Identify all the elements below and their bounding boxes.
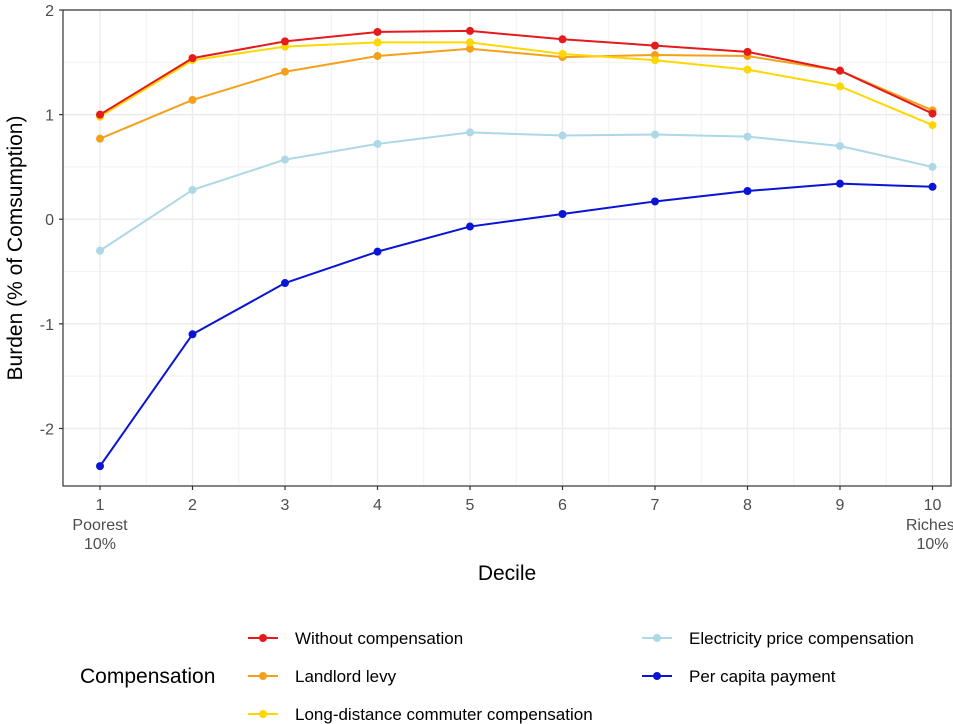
data-point (373, 52, 382, 61)
data-point (743, 186, 752, 195)
x-tick-label: 7 (651, 497, 660, 514)
legend-key-point (259, 672, 267, 680)
data-point (743, 65, 752, 74)
legend-key-point (259, 634, 267, 642)
legend-item: Without compensation (248, 629, 463, 648)
data-point (558, 35, 567, 44)
data-point (281, 37, 289, 46)
series-line (99, 47, 933, 140)
data-point (928, 109, 937, 118)
data-point (466, 128, 474, 137)
data-point (96, 134, 104, 143)
data-point (466, 26, 474, 35)
data-point (373, 38, 382, 47)
data-point (466, 44, 474, 53)
legend-label: Landlord levy (295, 667, 397, 686)
legend-label: Without compensation (295, 629, 463, 648)
x-tick-label: 2 (188, 497, 197, 514)
data-point (651, 130, 659, 139)
legend-title: Compensation (80, 665, 215, 688)
legend-item: Long-distance commuter compensation (248, 705, 593, 724)
x-tick-label: 1 (96, 497, 105, 514)
x-tick-label: 4 (373, 497, 382, 514)
data-point (928, 121, 937, 130)
y-axis-title: Burden (% of Comsumption) (4, 116, 27, 381)
y-tick-label: 2 (45, 3, 54, 20)
y-tick-label: -2 (40, 421, 54, 438)
legend-key-point (653, 634, 661, 642)
panel-border (62, 9, 952, 487)
data-point (188, 95, 197, 104)
legend-label: Long-distance commuter compensation (295, 705, 593, 724)
data-point (928, 182, 937, 191)
data-point (96, 462, 104, 471)
data-point (188, 330, 197, 339)
x-sub-label: Poorest (72, 517, 128, 534)
x-tick-label: 5 (466, 497, 475, 514)
data-point (743, 47, 752, 56)
data-point (281, 155, 289, 164)
data-point (466, 38, 474, 47)
data-point (836, 82, 844, 91)
x-sub-label: Richest (906, 517, 953, 534)
data-point (651, 197, 659, 206)
x-tick-label: 6 (558, 497, 567, 514)
y-tick-label: 1 (45, 108, 54, 125)
legend-label: Per capita payment (689, 667, 836, 686)
axes-layer: -2 -1 0 1 2 1 2 3 4 5 6 7 8 9 10 Poorest 10% Richest 10% (40, 3, 953, 553)
legend-key-point (653, 672, 661, 680)
y-tick-label: 0 (45, 212, 54, 229)
data-point (836, 66, 844, 75)
x-sub-label: 10% (84, 536, 116, 553)
data-point (373, 27, 382, 36)
x-tick-label: 9 (836, 497, 845, 514)
y-tick-label: -1 (40, 317, 54, 334)
data-point (281, 279, 289, 288)
data-point (96, 110, 104, 119)
x-axis-title: Decile (478, 562, 536, 585)
data-point (96, 246, 104, 255)
data-point (373, 247, 382, 256)
x-tick-label: 8 (743, 497, 752, 514)
legend-label: Electricity price compensation (689, 629, 914, 648)
data-point (558, 131, 567, 140)
data-point (836, 142, 844, 150)
x-sub-label: 10% (916, 536, 948, 553)
data-point (373, 139, 382, 148)
x-tick-label: 10 (924, 497, 942, 514)
legend-item: Per capita payment (642, 667, 836, 686)
series-line (99, 182, 933, 467)
data-point (188, 54, 197, 63)
data-point (558, 210, 567, 218)
series-line (99, 41, 933, 126)
series-line (99, 29, 933, 116)
data-point (743, 132, 752, 141)
series-line (99, 131, 933, 252)
x-tick-label: 3 (281, 497, 290, 514)
data-point (836, 179, 844, 188)
legend-key-point (259, 710, 267, 718)
legend: Without compensation Landlord levy Long-di… (248, 629, 914, 724)
series-layer (96, 26, 937, 471)
data-point (651, 41, 659, 50)
data-point (928, 162, 937, 171)
data-point (651, 56, 659, 65)
legend-item: Electricity price compensation (642, 629, 914, 648)
data-point (281, 67, 289, 76)
legend-item: Landlord levy (248, 667, 397, 686)
data-point (466, 222, 474, 231)
data-point (188, 185, 197, 194)
data-point (558, 49, 567, 58)
